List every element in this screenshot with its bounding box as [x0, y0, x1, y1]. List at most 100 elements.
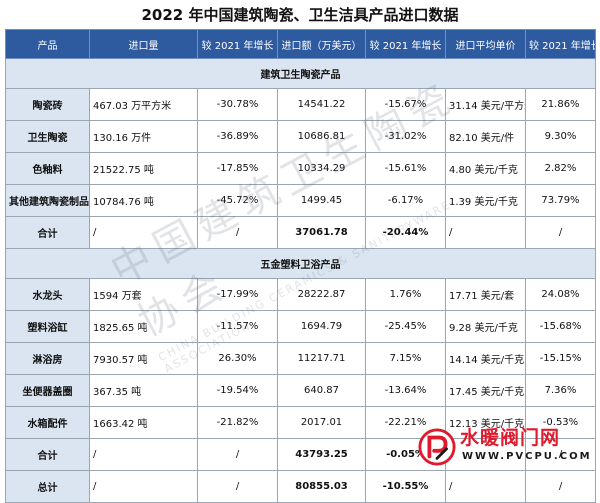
cell-price-growth: 7.36% [525, 374, 596, 407]
cell-import-qty: 10784.76 吨 [89, 184, 198, 217]
table-row: 水箱配件 1663.42 吨 -21.82% 2017.01 -22.21% 12.13 … [5, 406, 596, 439]
cell-qty-growth: -19.54% [197, 374, 278, 407]
cell-avg-price: / [445, 438, 526, 471]
cell-value-growth: -15.67% [365, 88, 446, 121]
cell-import-qty: 21522.75 吨 [89, 152, 198, 185]
table-row: 色釉料 21522.75 吨 -17.85% 10334.29 -15.61% 4.80 … [5, 152, 596, 185]
subtotal-row-hardware: 合计//43793.25-0.05%// [5, 438, 596, 471]
cell-avg-price: 82.10 美元/件 [445, 120, 526, 153]
valve-logo-icon [418, 428, 456, 466]
header-import-qty: 进口量 [89, 29, 198, 59]
cell-value-growth: -20.44% [365, 216, 446, 249]
cell-product: 合计 [5, 216, 90, 249]
cell-price-growth: / [525, 216, 596, 249]
cell-avg-price: 17.45 美元/千克 [445, 374, 526, 407]
cell-product: 塑料浴缸 [5, 310, 90, 343]
header-avg-price: 进口平均单价 [445, 29, 526, 59]
cell-import-qty: 7930.57 吨 [89, 342, 198, 375]
cell-import-value: 28222.87 [277, 278, 366, 311]
cell-value-growth: -31.02% [365, 120, 446, 153]
header-price-growth: 较 2021 年增长 [525, 29, 596, 59]
cell-qty-growth: -30.78% [197, 88, 278, 121]
cell-import-qty: 130.16 万件 [89, 120, 198, 153]
cell-import-value: 11217.71 [277, 342, 366, 375]
cell-avg-price: 9.28 美元/千克 [445, 310, 526, 343]
cell-product: 淋浴房 [5, 342, 90, 375]
cell-import-value: 1499.45 [277, 184, 366, 217]
cell-avg-price: 12.13 美元/千克 [445, 406, 526, 439]
table-row: 淋浴房 7930.57 吨 26.30% 11217.71 7.15% 14.14 美元/… [5, 342, 596, 375]
header-product: 产品 [5, 29, 90, 59]
cell-price-growth: -15.15% [525, 342, 596, 375]
table-row: 水龙头 1594 万套 -17.99% 28222.87 1.76% 17.71 美元/套… [5, 278, 596, 311]
cell-import-qty: 1594 万套 [89, 278, 198, 311]
cell-product: 卫生陶瓷 [5, 120, 90, 153]
cell-avg-price: 14.14 美元/千克 [445, 342, 526, 375]
cell-product: 坐便器盖圈 [5, 374, 90, 407]
cell-product: 色釉料 [5, 152, 90, 185]
header-value-growth: 较 2021 年增长 [365, 29, 446, 59]
cell-price-growth: 21.86% [525, 88, 596, 121]
cell-price-growth: 24.08% [525, 278, 596, 311]
cell-qty-growth: -45.72% [197, 184, 278, 217]
site-logo: 水暖阀门网 WWW.PVCPU.COM [418, 426, 594, 468]
cell-import-value: 640.87 [277, 374, 366, 407]
cell-product: 水龙头 [5, 278, 90, 311]
cell-import-value: 10686.81 [277, 120, 366, 153]
cell-import-value: 1694.79 [277, 310, 366, 343]
cell-product: 水箱配件 [5, 406, 90, 439]
cell-import-value: 10334.29 [277, 152, 366, 185]
header-qty-growth: 较 2021 年增长 [197, 29, 278, 59]
cell-import-value: 43793.25 [277, 438, 366, 471]
table-row: 陶瓷砖 467.03 万平方米 -30.78% 14541.22 -15.67% 31.1… [5, 88, 596, 121]
logo-text: 水暖阀门网 [460, 427, 561, 449]
cell-qty-growth: / [197, 216, 278, 249]
table-header-row: 产品 进口量 较 2021 年增长 进口额（万美元） 较 2021 年增长 进口… [5, 29, 596, 59]
grand-total-row: 总计 //80855.03 -10.55% / / [5, 470, 596, 503]
cell-qty-growth: -17.85% [197, 152, 278, 185]
section-title: 五金塑料卫浴产品 [5, 248, 596, 279]
cell-qty-growth: -36.89% [197, 120, 278, 153]
section-title: 建筑卫生陶瓷产品 [5, 58, 596, 89]
cell-value-growth: -25.45% [365, 310, 446, 343]
cell-product: 总计 [5, 470, 90, 503]
table-row: 其他建筑陶瓷制品 10784.76 吨 -45.72% 1499.45 -6.17% 1.… [5, 184, 596, 217]
cell-product: 其他建筑陶瓷制品 [5, 184, 90, 217]
import-data-table: 产品 进口量 较 2021 年增长 进口额（万美元） 较 2021 年增长 进口… [5, 29, 596, 503]
table-row: 卫生陶瓷 130.16 万件 -36.89% 10686.81 -31.02% 82.10… [5, 120, 596, 153]
cell-qty-growth: 26.30% [197, 342, 278, 375]
cell-import-qty: / [89, 216, 198, 249]
cell-import-qty: 1663.42 吨 [89, 406, 198, 439]
cell-price-growth: 73.79% [525, 184, 596, 217]
cell-price-growth: / [525, 438, 596, 471]
cell-import-qty: 367.35 吨 [89, 374, 198, 407]
cell-avg-price: / [445, 216, 526, 249]
cell-value-growth: -10.55% [365, 470, 446, 503]
cell-value-growth: -6.17% [365, 184, 446, 217]
cell-qty-growth: -21.82% [197, 406, 278, 439]
page-title: 2022 年中国建筑陶瓷、卫生洁具产品进口数据 [141, 6, 459, 24]
cell-product: 陶瓷砖 [5, 88, 90, 121]
cell-value-growth: 1.76% [365, 278, 446, 311]
header-import-value: 进口额（万美元） [277, 29, 366, 59]
cell-avg-price: 31.14 美元/平方米 [445, 88, 526, 121]
cell-avg-price: 17.71 美元/套 [445, 278, 526, 311]
cell-price-growth: -15.68% [525, 310, 596, 343]
cell-import-qty: 1825.65 吨 [89, 310, 198, 343]
table-row: 塑料浴缸 1825.65 吨 -11.57% 1694.79 -25.45% 9.28 美… [5, 310, 596, 343]
cell-avg-price: 1.39 美元/千克 [445, 184, 526, 217]
cell-price-growth: / [525, 470, 596, 503]
cell-avg-price: 4.80 美元/千克 [445, 152, 526, 185]
cell-value-growth: -13.64% [365, 374, 446, 407]
table-row: 坐便器盖圈 367.35 吨 -19.54% 640.87 -13.64% 17.45 美… [5, 374, 596, 407]
cell-qty-growth: -11.57% [197, 310, 278, 343]
cell-qty-growth: -17.99% [197, 278, 278, 311]
cell-price-growth: -0.53% [525, 406, 596, 439]
cell-value-growth: 7.15% [365, 342, 446, 375]
subtotal-row-ceramics: 合计 //37061.78 -20.44% / / [5, 216, 596, 249]
cell-import-value: 2017.01 [277, 406, 366, 439]
cell-import-value: 37061.78 [277, 216, 366, 249]
cell-qty-growth: / [197, 470, 278, 503]
cell-price-growth: 9.30% [525, 120, 596, 153]
cell-import-qty: / [89, 470, 198, 503]
